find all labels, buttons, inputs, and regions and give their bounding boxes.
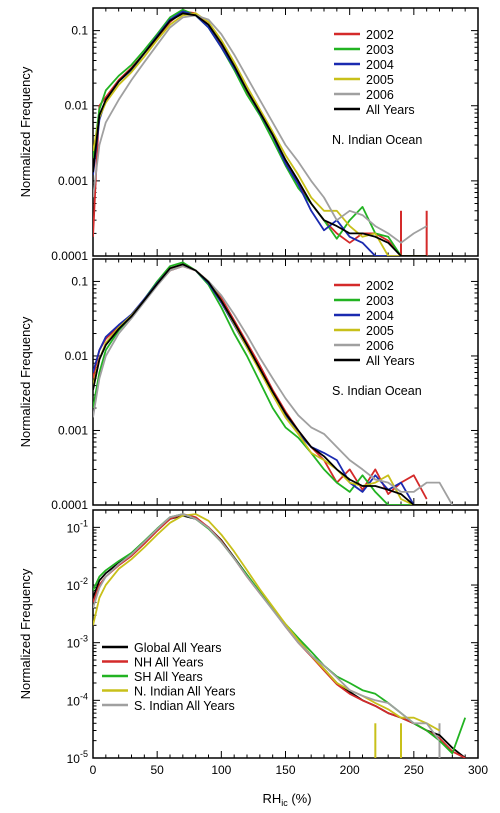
- y-tick-label: 0.01: [65, 99, 89, 113]
- x-tick-label: 50: [150, 763, 164, 777]
- panel-south-indian-ocean: 0.0001 0.001 0.01 0.1 Normalized Frequency 20…: [18, 258, 479, 512]
- x-axis-label: RHic (%): [262, 791, 311, 808]
- region-label: S. Indian Ocean: [332, 384, 422, 398]
- y-tick-label-exponent: -1: [80, 518, 88, 528]
- plot-frame: [92, 258, 479, 506]
- y-tick-label: 10-3: [67, 634, 88, 651]
- y-tick-label-exponent: -5: [80, 749, 88, 759]
- y-tick-label-exponent: -3: [80, 634, 88, 644]
- x-axis-label-main: RH: [262, 791, 281, 806]
- panel-north-indian-ocean: 0.0001 0.001 0.01 0.1 Normalized Frequency 20…: [18, 7, 479, 263]
- x-tick-label: 250: [404, 763, 424, 777]
- y-tick-label: 10-1: [67, 518, 88, 535]
- x-tick-label: 0: [90, 763, 97, 777]
- y-tick-label: 0.001: [58, 423, 88, 437]
- y-tick-label: 0.1: [71, 274, 88, 288]
- legend-label: N. Indian All Years: [134, 685, 235, 699]
- legend-label: All Years: [366, 354, 415, 368]
- y-tick-label-exponent: -4: [80, 691, 88, 701]
- x-axis-label-subscript: ic: [281, 798, 288, 808]
- y-tick-label: 0.01: [65, 349, 89, 363]
- y-tick-label: 10-4: [67, 691, 88, 708]
- legend-label: 2004: [366, 309, 394, 323]
- legend-label: 2003: [366, 294, 394, 308]
- series-group: [93, 261, 454, 505]
- y-tick-label-base: 10: [67, 521, 81, 535]
- y-tick-label: 0.1: [71, 24, 88, 38]
- series-line-2006: [93, 265, 454, 505]
- series-line-all-years: [93, 263, 427, 505]
- x-tick-label: 100: [211, 763, 231, 777]
- series-line-s-indian-all-years: [93, 513, 441, 742]
- x-tick-label: 200: [340, 763, 360, 777]
- series-line-2006: [93, 14, 428, 244]
- y-tick-label: 10-5: [67, 749, 88, 766]
- series-line-all-years: [93, 12, 427, 256]
- region-label: N. Indian Ocean: [332, 133, 422, 147]
- legend-label: 2006: [366, 339, 394, 353]
- legend-label: S. Indian All Years: [134, 699, 235, 713]
- legend-label: 2003: [366, 43, 394, 57]
- y-tick-label-base: 10: [67, 637, 81, 651]
- legend-label: 2006: [366, 88, 394, 102]
- y-tick-label-base: 10: [67, 579, 81, 593]
- y-tick-label: 10-2: [67, 576, 88, 593]
- series-group: [93, 8, 428, 256]
- legend-label: 2004: [366, 58, 394, 72]
- panel-global-comparison: 0 50 100 150 200 250 30010-510-410-310-210-1No…: [18, 509, 488, 777]
- series-line-nh-all-years: [93, 513, 466, 758]
- y-tick-label: 0.001: [58, 174, 88, 188]
- x-tick-label: 150: [275, 763, 295, 777]
- legend-label: Global All Years: [134, 641, 222, 655]
- y-axis-label: Normalized Frequency: [18, 316, 33, 447]
- legend-label: NH All Years: [134, 656, 203, 670]
- y-tick-label-base: 10: [67, 694, 81, 708]
- legend-label: 2005: [366, 324, 394, 338]
- y-axis-label: Normalized Frequency: [18, 568, 33, 699]
- x-axis-label-unit: (%): [288, 791, 312, 806]
- y-tick-label: 0.0001: [51, 498, 88, 512]
- legend-label: SH All Years: [134, 670, 203, 684]
- legend-label: 2002: [366, 28, 394, 42]
- legend-label: 2002: [366, 279, 394, 293]
- series-group: [93, 513, 467, 758]
- legend-label: All Years: [366, 103, 415, 117]
- y-axis-label: Normalized Frequency: [18, 66, 33, 197]
- x-tick-label: 300: [468, 763, 488, 777]
- legend-label: 2005: [366, 73, 394, 87]
- y-tick-label: 0.0001: [51, 249, 88, 263]
- y-tick-label-base: 10: [67, 752, 81, 766]
- series-line-n-indian-all-years: [93, 513, 440, 732]
- y-tick-label-exponent: -2: [80, 576, 88, 586]
